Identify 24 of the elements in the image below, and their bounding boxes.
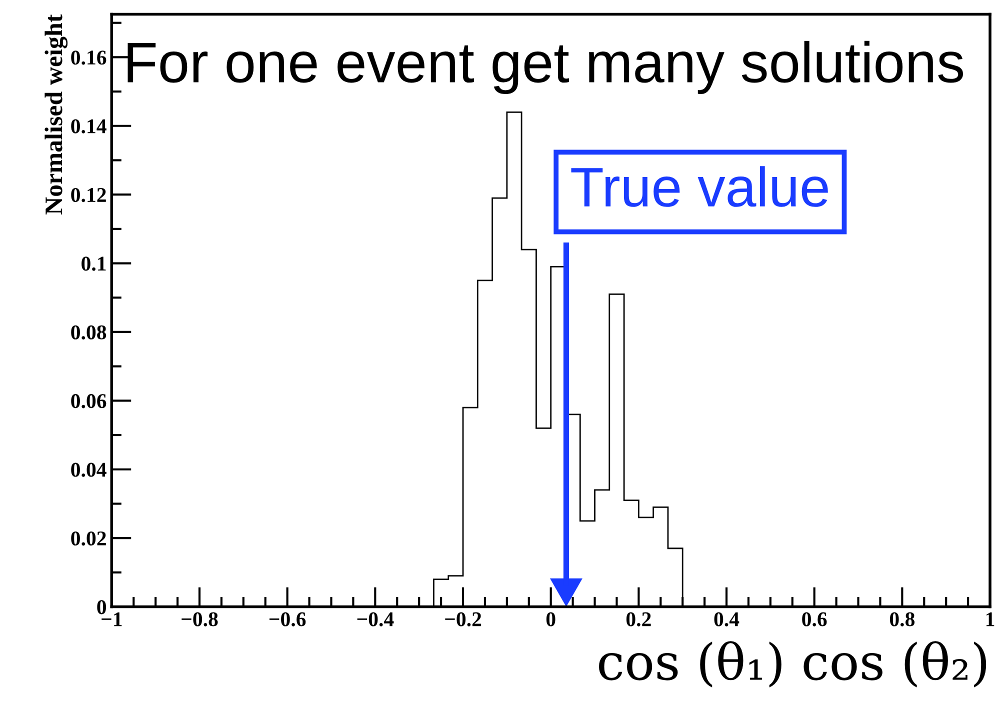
x-tick-label: −0.8 [182,612,218,626]
y-tick-label: 0.14 [71,119,106,134]
ref-line-label: True value [571,166,828,207]
x-tick-label: −0.4 [357,612,394,626]
x-tick-label: −0.6 [269,612,306,626]
y-axis-title: Normalised weight [44,14,68,214]
x-tick-label: 0 [546,612,556,626]
y-tick-label: 0.16 [71,50,106,65]
y-tick-label: 0.06 [71,394,106,408]
annotation: For one event get many solutions [128,40,964,94]
x-axis-title: cos (θ₁) cos (θ₂) [598,641,986,688]
y-tick-label: 0.12 [71,188,106,202]
y-tick-label: 0.02 [71,531,106,546]
y-tick-label: 0.04 [71,462,106,477]
x-tick-label: 0.6 [802,612,827,626]
x-tick-label: 1 [986,612,994,626]
x-tick-label: −1 [102,612,122,626]
x-tick-label: −0.2 [445,612,482,626]
y-tick-label: 0.1 [82,256,106,271]
x-tick-label: 0.8 [890,612,915,626]
x-tick-label: 0.4 [714,612,740,626]
y-tick-label: 0 [97,600,106,614]
y-tick-label: 0.08 [71,325,106,340]
x-tick-label: 0.2 [626,612,651,626]
